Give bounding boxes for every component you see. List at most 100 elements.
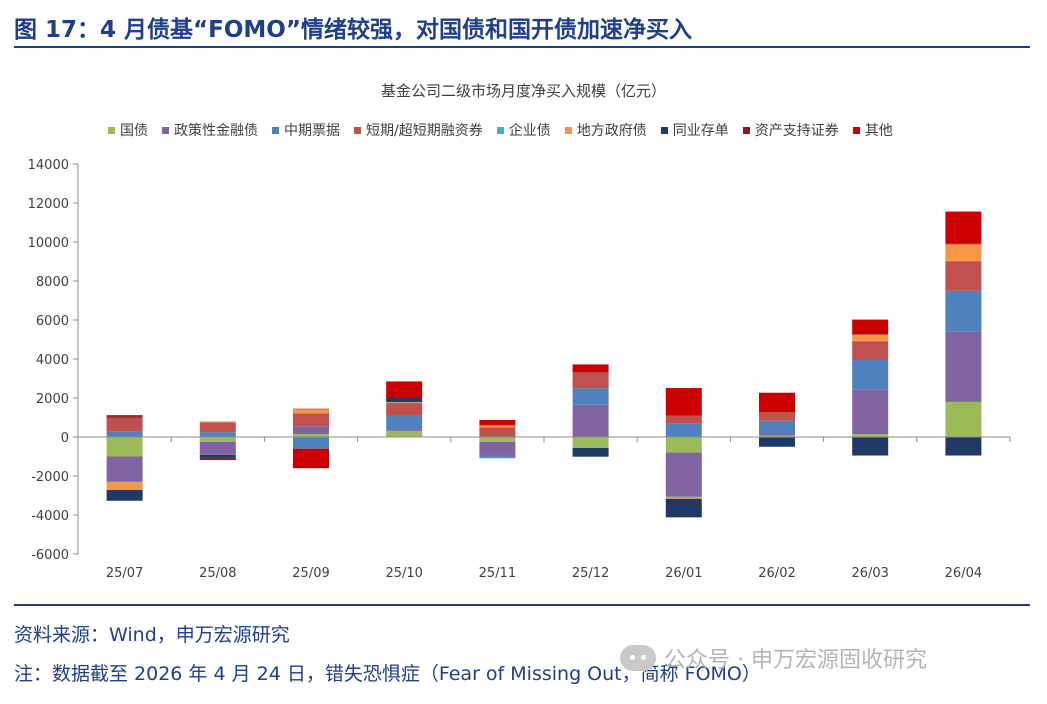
bar-segment [852, 359, 889, 390]
bar-segment [665, 496, 702, 497]
watermark-text: 公众号 · 申万宏源固收研究 [664, 648, 927, 673]
legend-swatch [162, 126, 169, 134]
bar-segment [479, 424, 516, 426]
bar-segment [852, 437, 889, 456]
bar-segment [665, 496, 702, 499]
bar-segment [852, 319, 889, 335]
bar-segment [945, 243, 982, 245]
legend-item: 短期/超短期融资券 [354, 120, 483, 140]
bar-segment [759, 412, 795, 413]
x-tick-label: 26/01 [665, 566, 702, 581]
bar-segment [479, 437, 516, 442]
y-tick-label: 6000 [36, 314, 69, 329]
bar-segment [386, 415, 423, 431]
chart-title: 基金公司二级市场月度净买入规模（亿元） [380, 82, 666, 100]
x-tick-label: 25/10 [385, 566, 422, 581]
bar-segment [479, 457, 516, 459]
bar-segment [293, 448, 329, 469]
bar-segment [665, 415, 702, 424]
bar-segment [572, 372, 609, 389]
bar-segment [386, 402, 423, 404]
bar-segment [945, 244, 982, 261]
legend-swatch [564, 126, 572, 134]
footer-rule [14, 604, 1030, 606]
y-tick-label: 8000 [36, 275, 69, 290]
bar-segment [852, 389, 889, 435]
legend-label: 企业债 [508, 123, 551, 139]
bar-segment [852, 434, 889, 437]
legend-label: 政策性金融债 [174, 123, 258, 139]
bar-segment [106, 456, 143, 482]
bar-segment [572, 388, 609, 405]
bar-segment [199, 454, 236, 458]
bar-segment [572, 446, 609, 448]
bar-segment [199, 459, 236, 461]
bar-segment [945, 290, 982, 332]
legend-swatch [272, 126, 279, 134]
legend-swatch [108, 126, 115, 134]
bar-segment [665, 423, 702, 437]
bar-segment [665, 452, 702, 497]
bar-segment [479, 455, 516, 458]
bar-segment [945, 437, 982, 456]
bar-segment [759, 435, 795, 437]
legend-swatch [852, 126, 860, 134]
bar-segment [572, 364, 609, 373]
bar-segment [293, 413, 329, 427]
legend-item: 企业债 [496, 120, 551, 140]
bar-segment [386, 397, 423, 398]
legend-item: 国债 [108, 120, 148, 140]
bar-segment [945, 261, 982, 291]
bar-segment [386, 381, 423, 398]
bar-segment [759, 437, 795, 447]
legend-label: 其他 [864, 123, 893, 139]
bar-segment [386, 402, 423, 403]
bar-segment [199, 454, 236, 456]
bar-segment [106, 490, 143, 501]
legend-label: 同业存单 [672, 123, 729, 139]
y-tick-label: 14000 [28, 158, 69, 173]
y-tick-label: -2000 [31, 470, 69, 485]
bar-segment [293, 434, 329, 437]
bar-segment [852, 334, 889, 341]
bar-segment [199, 441, 236, 455]
bar-segment [479, 441, 516, 456]
bar-segment [572, 437, 609, 447]
watermark: 公众号 · 申万宏源固收研究 [620, 642, 927, 674]
bar-segment [293, 408, 329, 410]
legend-label: 短期/超短期融资券 [366, 123, 483, 139]
bar-segment [759, 433, 795, 436]
bar-segment [572, 372, 609, 373]
bar-segment [665, 498, 702, 518]
bar-segment [572, 404, 609, 437]
bar-segment [293, 426, 329, 435]
bar-segment [106, 437, 143, 457]
x-tick-label: 26/02 [758, 566, 795, 581]
bar-segment [199, 421, 236, 423]
y-tick-label: 4000 [36, 353, 69, 368]
stacked-bar-chart: -6000 -4000 -2000 0 2000 4000 6000 8000 10000 120… [28, 158, 1011, 581]
bar-segment [293, 409, 329, 414]
bar-segment [479, 425, 516, 428]
legend-swatch [660, 126, 668, 134]
source-note: 资料来源：Wind，申万宏源研究 [14, 624, 290, 646]
bar-segment [759, 392, 795, 413]
legend: 国债 政策性金融债 中期票据 短期/超短期融资券 企业债 地方政府债 同业存单 资产支持证券 其… [108, 120, 893, 140]
bar-segment [386, 402, 423, 416]
bar-segment [945, 260, 982, 262]
x-tick-label: 25/11 [479, 566, 516, 581]
y-tick-label: 0 [61, 431, 69, 446]
title-rule [14, 46, 1030, 48]
figure-title: 图 17：4 月债基“FOMO”情绪较强，对国债和国开债加速净买入 [14, 17, 692, 43]
legend-item: 其他 [852, 120, 893, 140]
x-tick-label: 25/09 [292, 566, 329, 581]
bar-segment [479, 420, 516, 425]
legend-label: 国债 [120, 123, 148, 139]
legend-label: 地方政府债 [576, 123, 647, 139]
legend-item: 政策性金融债 [162, 120, 258, 140]
bar-segment [759, 413, 795, 421]
bar-segment [945, 401, 982, 437]
bar-segment [852, 334, 889, 335]
bar-segment [852, 341, 889, 360]
footnote: 注：数据截至 2026 年 4 月 24 日，错失恐惧症（Fear of Mis… [14, 663, 761, 685]
